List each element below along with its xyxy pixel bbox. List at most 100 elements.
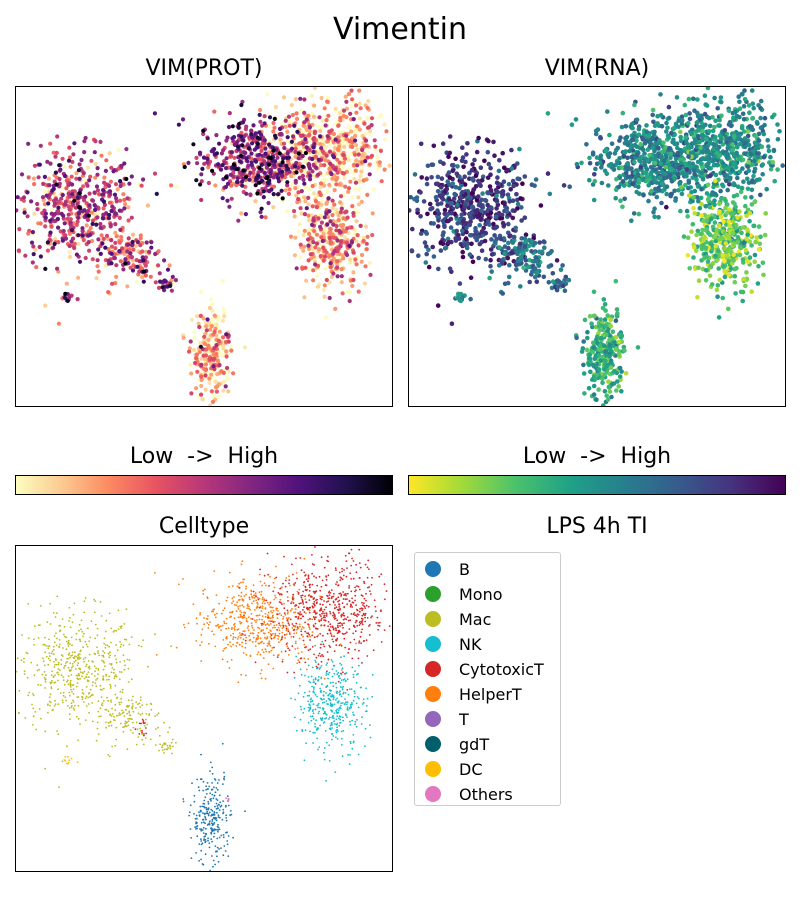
scatter-point (134, 279, 139, 285)
scatter-point (265, 92, 270, 97)
scatter-point (421, 199, 427, 204)
scatter-point (275, 192, 281, 197)
scatter-point (193, 360, 198, 366)
scatter-point (739, 91, 745, 97)
scatter-point (720, 142, 726, 147)
scatter-point (320, 238, 325, 244)
scatter-point (257, 165, 262, 171)
scatter-point (712, 220, 718, 225)
scatter-point (708, 241, 713, 246)
scatter-point (359, 160, 364, 165)
scatter-point (226, 389, 231, 394)
scatter-point (130, 232, 136, 237)
scatter-point (271, 148, 276, 153)
scatter-point (214, 133, 219, 138)
scatter-point (735, 239, 741, 245)
scatter-point (66, 212, 71, 217)
scatter-point (603, 323, 608, 329)
scatter-point (692, 211, 697, 216)
scatter-point (345, 226, 350, 231)
scatter-point (738, 189, 744, 195)
scatter-point (580, 346, 586, 351)
scatter-point (140, 249, 145, 254)
scatter-point (352, 207, 358, 212)
scatter-point (41, 673, 44, 676)
scatter-point (753, 146, 758, 151)
scatter-point (473, 173, 479, 179)
scatter-point (55, 134, 60, 139)
scatter-point (76, 211, 81, 216)
scatter-point (290, 112, 295, 118)
scatter-point (527, 279, 532, 285)
scatter-point (55, 266, 60, 271)
scatter-point (427, 201, 433, 207)
scatter-point (99, 233, 104, 238)
scatter-point (325, 215, 331, 220)
scatter-point (36, 175, 41, 180)
scatter-point (294, 170, 299, 175)
scatter-point (319, 95, 324, 101)
scatter-point (204, 367, 209, 372)
scatter-point (99, 707, 102, 710)
scatter-point (462, 242, 467, 248)
scatter-point (90, 257, 95, 262)
scatter-point (86, 233, 91, 238)
scatter-point (678, 138, 684, 144)
scatter-point (244, 174, 249, 179)
scatter-point (658, 175, 663, 180)
scatter-point (123, 202, 128, 207)
scatter-point (696, 124, 701, 130)
scatter-point (267, 115, 273, 120)
scatter-point (614, 307, 620, 312)
scatter-point (666, 104, 672, 110)
scatter-point (240, 171, 246, 176)
scatter-point (463, 200, 469, 205)
scatter-point (299, 168, 304, 173)
scatter-point (485, 149, 491, 155)
scatter-point (691, 195, 696, 200)
scatter-point (695, 228, 701, 234)
scatter-point (268, 174, 273, 179)
scatter-point (732, 161, 738, 166)
scatter-point (382, 167, 387, 172)
scatter-point (30, 230, 35, 235)
scatter-point (689, 190, 694, 195)
scatter-point (338, 210, 343, 215)
scatter-point (61, 655, 64, 657)
scatter-point (318, 142, 323, 147)
scatter-point (338, 115, 343, 120)
scatter-point (607, 354, 612, 359)
scatter-point (38, 143, 43, 148)
scatter-point (614, 388, 619, 393)
scatter-point (592, 313, 597, 319)
scatter-point (522, 244, 528, 249)
scatter-point (702, 111, 708, 117)
scatter-point (341, 171, 346, 176)
scatter-point (43, 215, 48, 220)
scatter-point (426, 264, 432, 270)
prot-colorbar (15, 475, 393, 495)
scatter-point (445, 203, 450, 209)
scatter-point (619, 389, 624, 394)
scatter-point (53, 170, 59, 175)
scatter-point (339, 239, 344, 244)
scatter-point (182, 164, 187, 170)
scatter-point (468, 233, 473, 238)
scatter-point (367, 172, 372, 177)
scatter-point (271, 205, 276, 210)
scatter-point (51, 186, 56, 192)
scatter-point (737, 99, 742, 105)
scatter-point (67, 254, 73, 260)
scatter-point (777, 129, 782, 134)
scatter-point (306, 243, 311, 248)
scatter-point (468, 215, 474, 220)
scatter-point (57, 176, 62, 182)
scatter-point (686, 154, 691, 159)
scatter-point (546, 264, 552, 269)
scatter-point (669, 130, 674, 136)
scatter-point (130, 258, 135, 263)
scatter-point (501, 222, 507, 227)
scatter-point (606, 379, 611, 384)
scatter-point (84, 223, 89, 228)
scatter-point (121, 192, 126, 197)
